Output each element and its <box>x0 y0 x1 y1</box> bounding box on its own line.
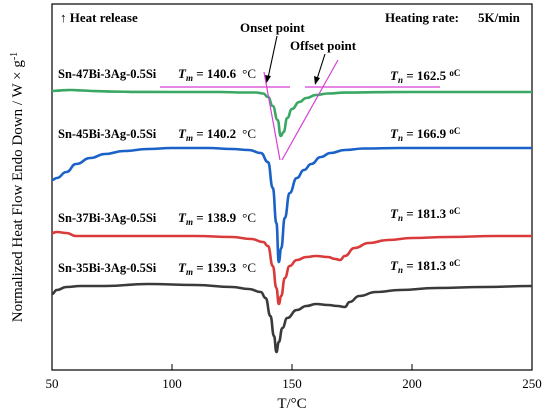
x-tick-label: 150 <box>282 376 302 391</box>
x-tick-label: 250 <box>522 376 542 391</box>
tm-annotation-45bi: Tm = 140.2 °C <box>178 126 256 143</box>
heat-release-label: ↑ Heat release <box>60 10 138 25</box>
tn-annotation-35bi: Tn = 181.3 oC <box>390 258 460 275</box>
tn-annotation-37bi: Tn = 181.3 oC <box>390 206 460 223</box>
series-curves <box>51 88 533 354</box>
series-line-sn-47bi-3ag-0-5si <box>51 88 532 138</box>
tm-annotation-35bi: Tm = 139.3 °C <box>178 260 256 277</box>
x-tick-label: 50 <box>46 376 59 391</box>
series-line-sn-37bi-3ag-0-5si <box>51 230 532 306</box>
x-axis-title: T/°C <box>277 396 306 412</box>
heating-rate-value: 5K/min <box>478 10 521 25</box>
offset-arrow-head <box>314 76 320 85</box>
x-tick-label: 200 <box>402 376 422 391</box>
x-tick-label: 100 <box>162 376 182 391</box>
series-line-sn-35bi-3ag-0-5si <box>51 282 533 354</box>
series-label-37bi: Sn-37Bi-3Ag-0.5Si <box>58 211 157 225</box>
series-label-35bi: Sn-35Bi-3Ag-0.5Si <box>58 261 157 275</box>
tn-annotation-47bi: Tn = 162.5 oC <box>390 68 460 85</box>
tn-annotation-45bi: Tn = 166.9 oC <box>390 126 460 143</box>
tm-annotation-37bi: Tm = 138.9 °C <box>178 210 256 227</box>
onset-arrow <box>267 35 278 79</box>
heating-rate-label: Heating rate: <box>385 10 459 25</box>
y-axis-title: Normalized Heat Flow Endo Down / W × g-1 <box>9 52 26 322</box>
onset-label: Onset point <box>240 20 305 35</box>
offset-label: Offset point <box>290 38 357 53</box>
offset-arrow <box>316 53 326 80</box>
series-line-sn-45bi-3ag-0-5si <box>51 146 532 264</box>
series-label-45bi: Sn-45Bi-3Ag-0.5Si <box>58 127 157 141</box>
x-axis-ticks: 50 100 150 200 250 <box>46 364 542 391</box>
tm-annotation-47bi: Tm = 140.6 °C <box>178 66 256 83</box>
onset-slope-tangent <box>263 71 281 161</box>
offset-slope-tangent <box>281 59 339 161</box>
series-label-47bi: Sn-47Bi-3Ag-0.5Si <box>58 67 157 81</box>
